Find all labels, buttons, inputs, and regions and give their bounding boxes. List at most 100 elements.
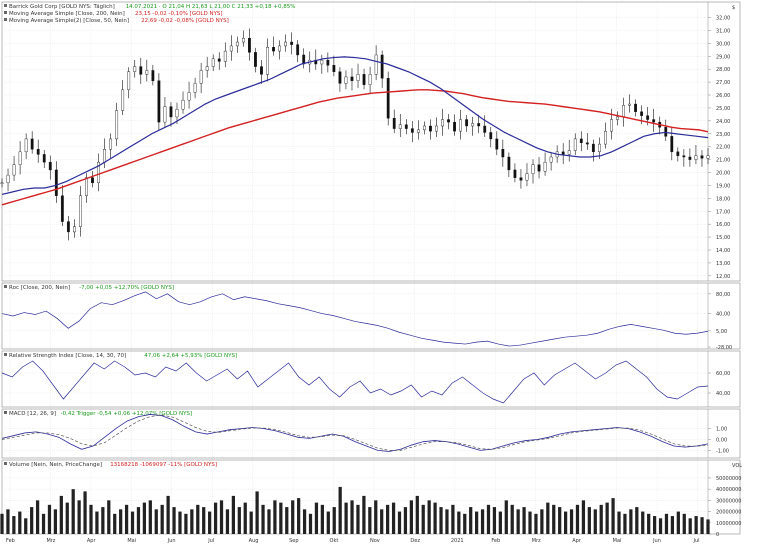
- volume-bar: [208, 511, 212, 534]
- volume-bar: [427, 500, 431, 534]
- volume-bar: [558, 507, 562, 534]
- panel-frame-price: [1, 1, 741, 282]
- volume-bar: [362, 495, 366, 534]
- volume-bar: [0, 513, 4, 534]
- y-tick-label: 17,00: [716, 209, 730, 215]
- legend-text: Barrick Gold Corp [GOLD NYS: Täglich]: [9, 4, 115, 10]
- price-candle: [682, 155, 686, 158]
- price-candle: [115, 110, 119, 140]
- volume-bar: [469, 507, 473, 534]
- volume-bar: [391, 502, 396, 534]
- y-tick-label: 26,00: [716, 93, 730, 99]
- price-candle: [193, 83, 197, 93]
- volume-bar: [142, 502, 147, 534]
- y-tick-label: 18,00: [716, 196, 730, 202]
- price-candle: [91, 177, 94, 184]
- price-candle: [211, 58, 215, 67]
- y-tick-label: 40,00: [716, 391, 730, 397]
- price-candle: [561, 151, 565, 155]
- price-candle: [501, 149, 505, 158]
- legend-value: 23,15 -0,02 -0,10% [GOLD NYS]: [135, 11, 223, 17]
- y-tick-label: 16,00: [716, 222, 730, 228]
- price-candle: [628, 103, 631, 106]
- volume-bar: [314, 502, 319, 534]
- price-candle: [459, 119, 462, 132]
- x-tick-label: Jul: [207, 538, 214, 544]
- volume-bar: [356, 504, 360, 534]
- y-tick-label: 20,00: [716, 171, 730, 177]
- panel-frame-rsi: [1, 350, 741, 408]
- volume-bar: [694, 516, 698, 534]
- volume-bar: [617, 511, 621, 534]
- x-tick-label: Apr: [572, 538, 582, 544]
- price-candle: [235, 41, 239, 47]
- y-tick-label: 50000000: [716, 476, 741, 482]
- price-candle: [284, 41, 288, 47]
- price-candle: [248, 37, 251, 53]
- price-candle: [42, 154, 46, 163]
- volume-bar: [433, 502, 437, 534]
- price-candle: [441, 119, 444, 127]
- price-candle: [646, 115, 650, 120]
- volume-bar: [629, 509, 633, 534]
- price-candle: [73, 226, 76, 233]
- price-candle: [688, 156, 692, 160]
- volume-bar: [522, 507, 526, 534]
- volume-bar: [95, 511, 99, 534]
- volume-bar: [374, 500, 378, 534]
- y-tick-label: 21,00: [716, 158, 730, 164]
- volume-bar: [237, 507, 241, 534]
- y-tick-label: 20000000: [716, 510, 741, 516]
- volume-bar: [706, 519, 710, 534]
- legend-text: Relative Strength Index [Close, 14, 30, …: [9, 353, 126, 359]
- price-candle: [368, 74, 372, 85]
- price-candle: [290, 41, 294, 45]
- x-tick-label: Mai: [613, 538, 622, 544]
- price-candle: [549, 156, 553, 163]
- price-candle: [12, 164, 16, 176]
- legend-value: 47,06 +2,64 +5,93% [GOLD NYS]: [144, 353, 237, 359]
- sma50-line: [1, 56, 709, 196]
- price-candle: [694, 155, 698, 160]
- price-candle: [374, 54, 378, 75]
- volume-bar: [190, 509, 194, 534]
- volume-bar: [652, 516, 657, 534]
- legend-value: -7,00 +0,05 +12,70% [GOLD NYS]: [79, 285, 174, 291]
- y-tick-label: 23,00: [716, 132, 730, 138]
- volume-bar: [670, 516, 675, 534]
- volume-bar: [492, 507, 497, 534]
- volume-bar: [273, 500, 277, 534]
- legend-value: 22,69 -0,02 -0,08% [GOLD NYS]: [141, 18, 229, 24]
- volume-bar: [368, 507, 372, 534]
- volume-bar: [213, 502, 218, 534]
- volume-bar: [47, 504, 52, 534]
- volume-bar: [587, 507, 591, 534]
- volume-bar: [397, 511, 402, 534]
- price-candle: [229, 45, 233, 52]
- price-candle: [30, 138, 34, 150]
- price-candle: [634, 103, 637, 112]
- price-candle: [585, 142, 589, 145]
- price-candle: [410, 128, 414, 133]
- price-candle: [622, 105, 625, 118]
- volume-bar: [546, 502, 550, 534]
- price-candle: [471, 123, 475, 127]
- volume-bar: [196, 504, 200, 534]
- price-candle: [380, 54, 384, 79]
- price-candle: [392, 118, 396, 129]
- y-tick-label: 28,00: [716, 67, 730, 73]
- price-candle: [121, 89, 125, 111]
- price-candle: [139, 66, 143, 75]
- volume-bar: [563, 511, 568, 534]
- price-candle: [302, 54, 306, 65]
- price-candle: [241, 37, 245, 43]
- volume-bar: [623, 513, 627, 534]
- volume-bar: [261, 504, 265, 534]
- price-candle: [278, 45, 281, 52]
- price-candle: [60, 195, 64, 222]
- price-candle: [0, 182, 4, 184]
- macd-trigger-line: [1, 414, 709, 451]
- volume-bar: [421, 504, 425, 534]
- price-candle: [525, 173, 529, 181]
